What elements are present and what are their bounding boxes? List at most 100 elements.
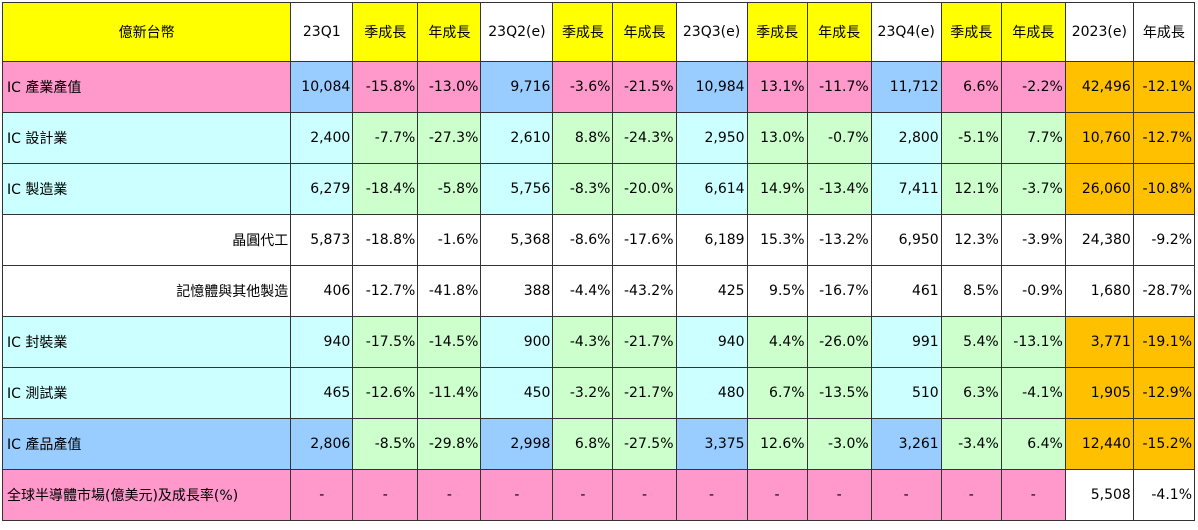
cell: 13.1% bbox=[746, 61, 808, 113]
cell: -1.6% bbox=[417, 214, 482, 266]
cell: -11.4% bbox=[417, 367, 482, 419]
cell: 14.9% bbox=[746, 163, 808, 215]
cell: 8.8% bbox=[552, 112, 614, 164]
cell: - bbox=[290, 469, 354, 521]
cell: -3.4% bbox=[940, 418, 1002, 470]
cell: 12.1% bbox=[940, 163, 1002, 215]
cell: 10,760 bbox=[1064, 112, 1134, 164]
table-row: IC 產品產值 2,806 -8.5% -29.8% 2,998 6.8% -27.5% 3,… bbox=[1, 418, 1196, 470]
cell: 388 bbox=[480, 265, 554, 317]
header-cell: 億新台幣 bbox=[1, 2, 292, 62]
cell: 6.3% bbox=[940, 367, 1002, 419]
cell: -4.4% bbox=[552, 265, 614, 317]
cell: -4.1% bbox=[1132, 469, 1196, 521]
cell: -13.2% bbox=[806, 214, 872, 266]
cell: -43.2% bbox=[612, 265, 677, 317]
cell: 42,496 bbox=[1064, 61, 1134, 113]
cell: - bbox=[1000, 469, 1066, 521]
cell: -13.0% bbox=[417, 61, 482, 113]
cell: 1,680 bbox=[1064, 265, 1134, 317]
cell: -18.8% bbox=[352, 214, 419, 266]
cell: 9.5% bbox=[746, 265, 808, 317]
header-cell: 23Q3(e) bbox=[675, 2, 748, 62]
cell: - bbox=[675, 469, 748, 521]
cell: - bbox=[870, 469, 942, 521]
table-row: IC 製造業 6,279 -18.4% -5.8% 5,756 -8.3% -20.0% 6,… bbox=[1, 163, 1196, 215]
cell: -15.2% bbox=[1132, 418, 1196, 470]
cell: -13.4% bbox=[806, 163, 872, 215]
cell: -8.3% bbox=[552, 163, 614, 215]
cell: -13.1% bbox=[1000, 316, 1066, 368]
header-cell: 年成長 bbox=[417, 2, 482, 62]
cell: 8.5% bbox=[940, 265, 1002, 317]
cell: -28.7% bbox=[1132, 265, 1196, 317]
header-cell: 季成長 bbox=[552, 2, 614, 62]
header-cell: 23Q4(e) bbox=[870, 2, 942, 62]
cell: -8.5% bbox=[352, 418, 419, 470]
header-cell: 季成長 bbox=[940, 2, 1002, 62]
cell: 26,060 bbox=[1064, 163, 1134, 215]
cell: 465 bbox=[290, 367, 354, 419]
cell: -16.7% bbox=[806, 265, 872, 317]
cell: -21.5% bbox=[612, 61, 677, 113]
cell: 2,400 bbox=[290, 112, 354, 164]
cell: 480 bbox=[675, 367, 748, 419]
header-cell: 年成長 bbox=[1000, 2, 1066, 62]
cell: -12.6% bbox=[352, 367, 419, 419]
table-row: 記憶體與其他製造 406 -12.7% -41.8% 388 -4.4% -43.2% 425… bbox=[1, 265, 1196, 317]
cell: 900 bbox=[480, 316, 554, 368]
cell: -3.6% bbox=[552, 61, 614, 113]
cell: - bbox=[352, 469, 419, 521]
cell: -27.3% bbox=[417, 112, 482, 164]
cell: -27.5% bbox=[612, 418, 677, 470]
cell: -13.5% bbox=[806, 367, 872, 419]
cell: -3.9% bbox=[1000, 214, 1066, 266]
cell: 1,905 bbox=[1064, 367, 1134, 419]
cell: -14.5% bbox=[417, 316, 482, 368]
cell: -3.0% bbox=[806, 418, 872, 470]
cell: 3,261 bbox=[870, 418, 942, 470]
cell: -11.7% bbox=[806, 61, 872, 113]
table-row: IC 設計業 2,400 -7.7% -27.3% 2,610 8.8% -24.3% 2,9… bbox=[1, 112, 1196, 164]
cell: 425 bbox=[675, 265, 748, 317]
row-label: IC 測試業 bbox=[1, 367, 292, 419]
cell: 10,984 bbox=[675, 61, 748, 113]
cell: 7,411 bbox=[870, 163, 942, 215]
semiconductor-table: 億新台幣 23Q1 季成長 年成長 23Q2(e) 季成長 年成長 23Q3(e) 季成長 年成長… bbox=[1, 2, 1196, 521]
cell: 6,614 bbox=[675, 163, 748, 215]
cell: - bbox=[480, 469, 554, 521]
cell: 7.7% bbox=[1000, 112, 1066, 164]
table-row: 晶圓代工 5,873 -18.8% -1.6% 5,368 -8.6% -17.6% 6,18… bbox=[1, 214, 1196, 266]
cell: 24,380 bbox=[1064, 214, 1134, 266]
cell: 2,806 bbox=[290, 418, 354, 470]
cell: 11,712 bbox=[870, 61, 942, 113]
header-cell: 季成長 bbox=[352, 2, 419, 62]
cell: -15.8% bbox=[352, 61, 419, 113]
cell: -12.7% bbox=[1132, 112, 1196, 164]
table-row: IC 產業產值 10,084 -15.8% -13.0% 9,716 -3.6% -21.5… bbox=[1, 61, 1196, 113]
cell: 12.6% bbox=[746, 418, 808, 470]
cell: -7.7% bbox=[352, 112, 419, 164]
cell: 940 bbox=[290, 316, 354, 368]
row-label: 記憶體與其他製造 bbox=[1, 265, 292, 317]
cell: -3.2% bbox=[552, 367, 614, 419]
cell: -0.7% bbox=[806, 112, 872, 164]
cell: 9,716 bbox=[480, 61, 554, 113]
row-label: IC 封裝業 bbox=[1, 316, 292, 368]
cell: -20.0% bbox=[612, 163, 677, 215]
cell: 450 bbox=[480, 367, 554, 419]
cell: -41.8% bbox=[417, 265, 482, 317]
cell: 6.7% bbox=[746, 367, 808, 419]
cell: -12.1% bbox=[1132, 61, 1196, 113]
cell: 4.4% bbox=[746, 316, 808, 368]
cell: -17.6% bbox=[612, 214, 677, 266]
cell: 13.0% bbox=[746, 112, 808, 164]
cell: 5,508 bbox=[1064, 469, 1134, 521]
cell: -0.9% bbox=[1000, 265, 1066, 317]
cell: 6,950 bbox=[870, 214, 942, 266]
cell: -8.6% bbox=[552, 214, 614, 266]
cell: 15.3% bbox=[746, 214, 808, 266]
row-label: IC 設計業 bbox=[1, 112, 292, 164]
cell: 406 bbox=[290, 265, 354, 317]
cell: 6.6% bbox=[940, 61, 1002, 113]
